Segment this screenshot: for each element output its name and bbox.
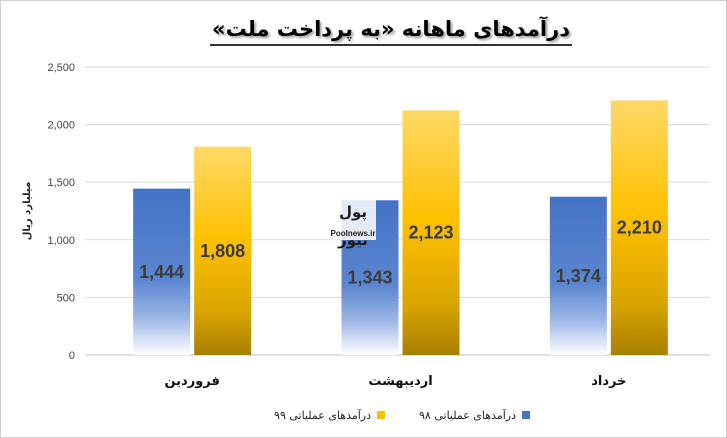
watermark-logo: پول نیوز [330,198,376,249]
legend-label-series-1: درآمدهای عملیاتی ۹۸ [419,408,516,422]
data-label-series-2-3: 2,210 [617,218,662,238]
data-label-series-2-1: 1,808 [200,241,245,261]
y-tick-label: 0 [69,350,75,362]
data-label-series-2-2: 2,123 [408,223,453,243]
x-tick-label: خرداد [591,374,626,389]
legend: درآمدهای عملیاتی ۹۸ درآمدهای عملیاتی ۹۹ [200,405,530,425]
value-labels: 1,444 1,808 1,343 2,123 1,374 2,210 [139,218,662,288]
bar-series-2-3 [610,100,668,356]
y-tick-label: 2,500 [47,62,75,74]
data-label-series-1-2: 1,343 [347,268,392,288]
legend-swatch-series-1 [522,411,530,419]
bar-series-2-2 [402,110,460,356]
y-tick-labels: 0 500 1,000 1,500 2,000 2,500 [47,62,75,362]
legend-swatch-series-2 [377,411,386,419]
chart-title: درآمدهای ماهانه «به پرداخت ملت» [212,17,570,41]
watermark-site: Poolnews.ir [330,228,376,240]
data-label-series-1-3: 1,374 [556,266,601,286]
y-tick-label: 1,500 [47,177,75,189]
y-tick-label: 1,000 [47,235,75,247]
legend-label-series-2: درآمدهای عملیاتی ۹۹ [274,408,372,422]
bar-series-2-1 [194,146,252,355]
legend-item-series-2: درآمدهای عملیاتی ۹۹ [274,408,386,422]
bar-series-1-1 [133,188,191,355]
category-labels: فروردین اردیبهشت خرداد [164,374,626,389]
data-label-series-1-1: 1,444 [139,262,184,282]
legend-item-series-1: درآمدهای عملیاتی ۹۸ [419,409,530,422]
bar-series-1-3 [549,196,607,355]
watermark: پول نیوز Poolnews.ir [330,198,376,249]
y-axis-label: میلیارد ریال [22,182,33,241]
x-tick-label: اردیبهشت [368,374,432,389]
bars [133,100,668,356]
y-tick-label: 500 [57,292,75,304]
y-tick-label: 2,000 [47,120,75,132]
x-tick-label: فروردین [164,374,219,389]
title-underline [210,44,572,46]
